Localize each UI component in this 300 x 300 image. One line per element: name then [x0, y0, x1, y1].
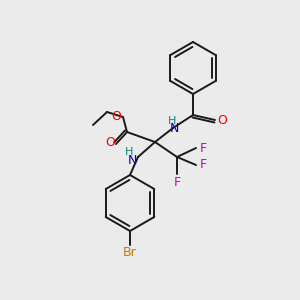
Text: N: N — [127, 154, 137, 166]
Text: Br: Br — [123, 247, 137, 260]
Text: O: O — [111, 110, 121, 124]
Text: O: O — [217, 113, 227, 127]
Text: F: F — [200, 158, 207, 172]
Text: N: N — [169, 122, 179, 136]
Text: H: H — [125, 147, 133, 157]
Text: O: O — [105, 136, 115, 148]
Text: H: H — [168, 116, 176, 126]
Text: F: F — [200, 142, 207, 154]
Text: F: F — [173, 176, 181, 188]
